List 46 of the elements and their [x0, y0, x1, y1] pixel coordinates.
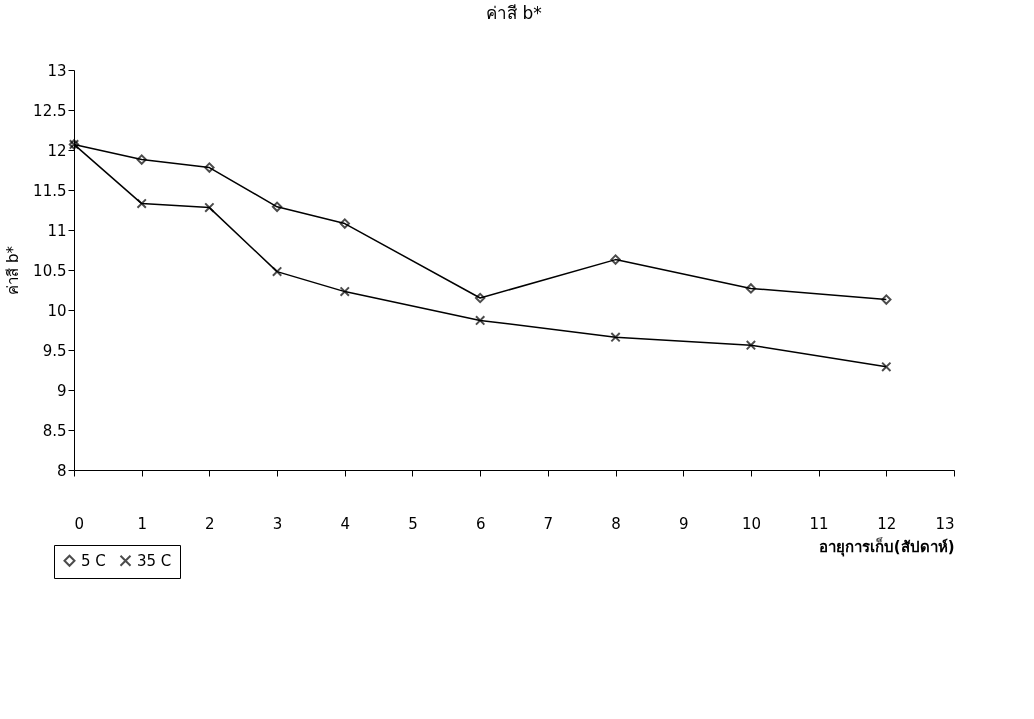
- y-tick-label: 11.5: [33, 181, 67, 200]
- y-tick-label: 8.5: [42, 421, 67, 440]
- y-axis-title: ค่าสี b*: [4, 245, 23, 295]
- point: [136, 154, 147, 165]
- x-tick-label: 2: [205, 514, 215, 533]
- x-tick-label: 9: [678, 514, 689, 533]
- x-tick-label: 13: [935, 514, 955, 533]
- x-tick-label: 5: [408, 514, 418, 533]
- point: [474, 292, 486, 304]
- point: [610, 332, 621, 343]
- point: [881, 294, 892, 305]
- y-tick-label: 10.5: [33, 261, 67, 280]
- point: [474, 315, 486, 326]
- chart-title: ค่าสี b*: [486, 3, 542, 23]
- point: [881, 361, 892, 372]
- x-tick-label: 1: [137, 514, 147, 533]
- point: [745, 340, 757, 351]
- y-tick-label: 8: [56, 461, 67, 480]
- y-tick-label: 13: [47, 61, 67, 80]
- point: [339, 286, 350, 297]
- y-tick-label: 10: [47, 301, 67, 320]
- point: [745, 283, 757, 294]
- point: [339, 218, 350, 229]
- legend-label: 5 C: [81, 551, 106, 570]
- x-tick-label: 8: [611, 514, 621, 533]
- y-tick-label: 11: [47, 221, 67, 240]
- y-tick-label: 9.5: [42, 341, 67, 360]
- x-axis-title: อายุการเก็บ(สัปดาห์): [818, 536, 955, 557]
- point: [204, 162, 215, 173]
- x-tick-label: 11: [809, 514, 829, 533]
- x-tick-label: 0: [74, 514, 85, 533]
- y-tick-label: 12.5: [33, 101, 67, 120]
- legend-label: 35 C: [137, 551, 172, 570]
- x-tick-label: 3: [272, 514, 283, 533]
- point: [204, 202, 215, 213]
- point: [271, 266, 283, 277]
- y-tick-label: 12: [47, 141, 67, 160]
- y-tick-label: 9: [56, 381, 67, 400]
- x-tick-label: 6: [475, 514, 486, 533]
- x-tick-label: 4: [340, 514, 351, 533]
- point: [136, 198, 147, 209]
- x-tick-label: 12: [877, 514, 897, 533]
- x-tick-label: 7: [543, 514, 554, 533]
- x-tick-label: 10: [741, 514, 761, 533]
- point: [610, 254, 621, 265]
- point: [271, 201, 283, 212]
